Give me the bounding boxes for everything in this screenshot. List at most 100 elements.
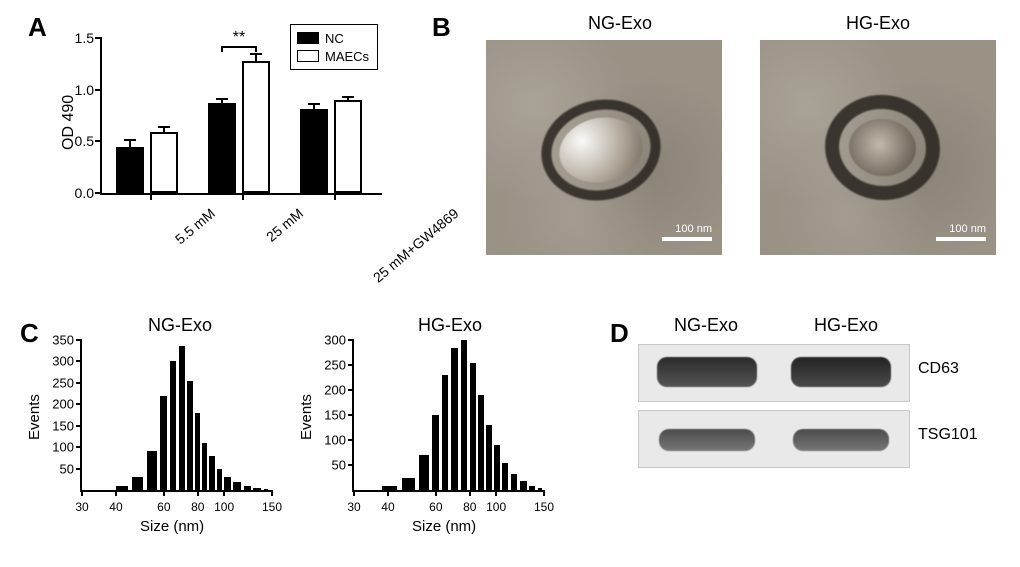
panel-c-histbar bbox=[494, 445, 500, 490]
panel-c-histbar bbox=[253, 488, 261, 490]
panel-c-ytick: 200 bbox=[314, 383, 346, 398]
blot-cd63 bbox=[638, 344, 910, 402]
scalebar-label-hg: 100 nm bbox=[949, 223, 986, 235]
panel-c-ytick: 200 bbox=[42, 397, 74, 412]
panel-c-ytick: 50 bbox=[314, 458, 346, 473]
panel-c-chart-1: Events 501001502002503003503040608010015… bbox=[20, 330, 280, 540]
panel-c-histbar bbox=[486, 425, 492, 490]
band-tsg101-1 bbox=[659, 429, 755, 451]
scalebar-label-ng: 100 nm bbox=[675, 223, 712, 235]
panel-c-ytick: 150 bbox=[42, 418, 74, 433]
panel-a-bar bbox=[150, 132, 178, 193]
panel-d-lane-1: NG-Exo bbox=[646, 316, 766, 334]
panel-c-xtick: 30 bbox=[347, 500, 360, 514]
panel-d-lane-2: HG-Exo bbox=[786, 316, 906, 334]
panel-c-histbar bbox=[432, 415, 439, 490]
panel-c-histbar bbox=[538, 488, 543, 490]
panel-c-xtick: 80 bbox=[463, 500, 476, 514]
panel-c1-ylabel: Events bbox=[26, 394, 43, 440]
panel-c-xtick: 60 bbox=[157, 500, 170, 514]
panel-c-ytick: 250 bbox=[42, 375, 74, 390]
panel-c2-xlabel: Size (nm) bbox=[412, 518, 476, 535]
blot-label-cd63: CD63 bbox=[918, 360, 959, 378]
panel-a-plot: 0.00.51.01.55.5 mM25 mM25 mM+GW4869** bbox=[100, 38, 382, 195]
panel-c-ytick: 300 bbox=[314, 333, 346, 348]
panel-c-xtick: 150 bbox=[262, 500, 282, 514]
panel-c-histbar bbox=[382, 486, 397, 490]
panel-c-xtick: 40 bbox=[381, 500, 394, 514]
panel-b-title-1: NG-Exo bbox=[520, 14, 720, 32]
panel-a-xcat: 25 mM+GW4869 bbox=[370, 205, 462, 286]
figure-root: A OD 490 NC MAECs 0.00.51.01.55.5 mM25 m… bbox=[0, 0, 1020, 567]
panel-a-ytick: 1.5 bbox=[62, 30, 94, 46]
panel-c-histbar bbox=[209, 456, 215, 490]
panel-a-bar bbox=[334, 100, 362, 193]
panel-c-histbar bbox=[195, 413, 201, 490]
panel-b-title-2: HG-Exo bbox=[778, 14, 978, 32]
panel-c-xtick: 80 bbox=[191, 500, 204, 514]
panel-c-histbar bbox=[147, 451, 157, 490]
panel-a-significance: ** bbox=[233, 30, 245, 46]
panel-a-ytick: 0.5 bbox=[62, 133, 94, 149]
panel-c-ytick: 350 bbox=[42, 333, 74, 348]
panel-b-label: B bbox=[432, 14, 451, 40]
panel-c-ytick: 150 bbox=[314, 408, 346, 423]
panel-c-chart-2: Events 5010015020025030030406080100150 S… bbox=[292, 330, 552, 540]
panel-c-histbar bbox=[442, 375, 449, 490]
panel-c-xtick: 150 bbox=[534, 500, 554, 514]
blot-tsg101 bbox=[638, 410, 910, 468]
panel-c-ytick: 100 bbox=[42, 440, 74, 455]
panel-a-ytick: 1.0 bbox=[62, 82, 94, 98]
panel-c-histbar bbox=[132, 477, 143, 490]
panel-c-histbar bbox=[264, 489, 269, 490]
panel-c-xtick: 60 bbox=[429, 500, 442, 514]
panel-c1-plot: 5010015020025030035030406080100150 bbox=[80, 340, 272, 492]
scalebar-ng bbox=[662, 237, 712, 241]
panel-c-ytick: 50 bbox=[42, 461, 74, 476]
panel-a-bar bbox=[242, 61, 270, 193]
panel-c1-xlabel: Size (nm) bbox=[140, 518, 204, 535]
blot-label-tsg101: TSG101 bbox=[918, 426, 978, 444]
panel-c-histbar bbox=[244, 486, 251, 490]
panel-c-ytick: 300 bbox=[42, 354, 74, 369]
tem-image-hg: 100 nm bbox=[760, 40, 996, 255]
band-cd63-1 bbox=[657, 357, 757, 387]
panel-c-xtick: 100 bbox=[486, 500, 506, 514]
panel-c2-plot: 5010015020025030030406080100150 bbox=[352, 340, 544, 492]
panel-d-label: D bbox=[610, 320, 629, 346]
panel-c-histbar bbox=[529, 486, 535, 491]
panel-c-histbar bbox=[511, 474, 518, 490]
panel-c-histbar bbox=[461, 340, 468, 490]
panel-c-histbar bbox=[170, 361, 177, 490]
panel-c-xtick: 30 bbox=[75, 500, 88, 514]
tem-image-ng: 100 nm bbox=[486, 40, 722, 255]
panel-c-histbar bbox=[160, 396, 167, 490]
panel-c2-ylabel: Events bbox=[298, 394, 315, 440]
panel-c-histbar bbox=[202, 443, 207, 490]
panel-c-histbar bbox=[116, 486, 128, 490]
panel-c-histbar bbox=[179, 346, 185, 490]
panel-c-histbar bbox=[419, 455, 429, 490]
panel-c-histbar bbox=[187, 381, 193, 490]
panel-a-xcat: 25 mM bbox=[263, 205, 306, 245]
panel-a-chart: OD 490 NC MAECs 0.00.51.01.55.5 mM25 mM2… bbox=[30, 20, 400, 280]
panel-c-histbar bbox=[451, 348, 458, 491]
panel-c-ytick: 250 bbox=[314, 358, 346, 373]
panel-c-histbar bbox=[520, 481, 527, 490]
panel-c-histbar bbox=[402, 478, 415, 491]
panel-a-bar bbox=[208, 103, 236, 193]
panel-c-ytick: 100 bbox=[314, 433, 346, 448]
panel-c-xtick: 40 bbox=[109, 500, 122, 514]
panel-a-xcat: 5.5 mM bbox=[172, 205, 218, 247]
band-cd63-2 bbox=[791, 357, 891, 387]
panel-c-histbar bbox=[470, 363, 476, 491]
panel-c-histbar bbox=[224, 477, 231, 490]
band-tsg101-2 bbox=[793, 429, 889, 451]
panel-c-histbar bbox=[217, 469, 222, 490]
panel-c-histbar bbox=[478, 395, 484, 490]
panel-c-xtick: 100 bbox=[214, 500, 234, 514]
panel-c-histbar bbox=[502, 463, 509, 491]
panel-a-ytick: 0.0 bbox=[62, 185, 94, 201]
panel-c-histbar bbox=[233, 482, 241, 490]
panel-a-bar bbox=[300, 109, 328, 193]
